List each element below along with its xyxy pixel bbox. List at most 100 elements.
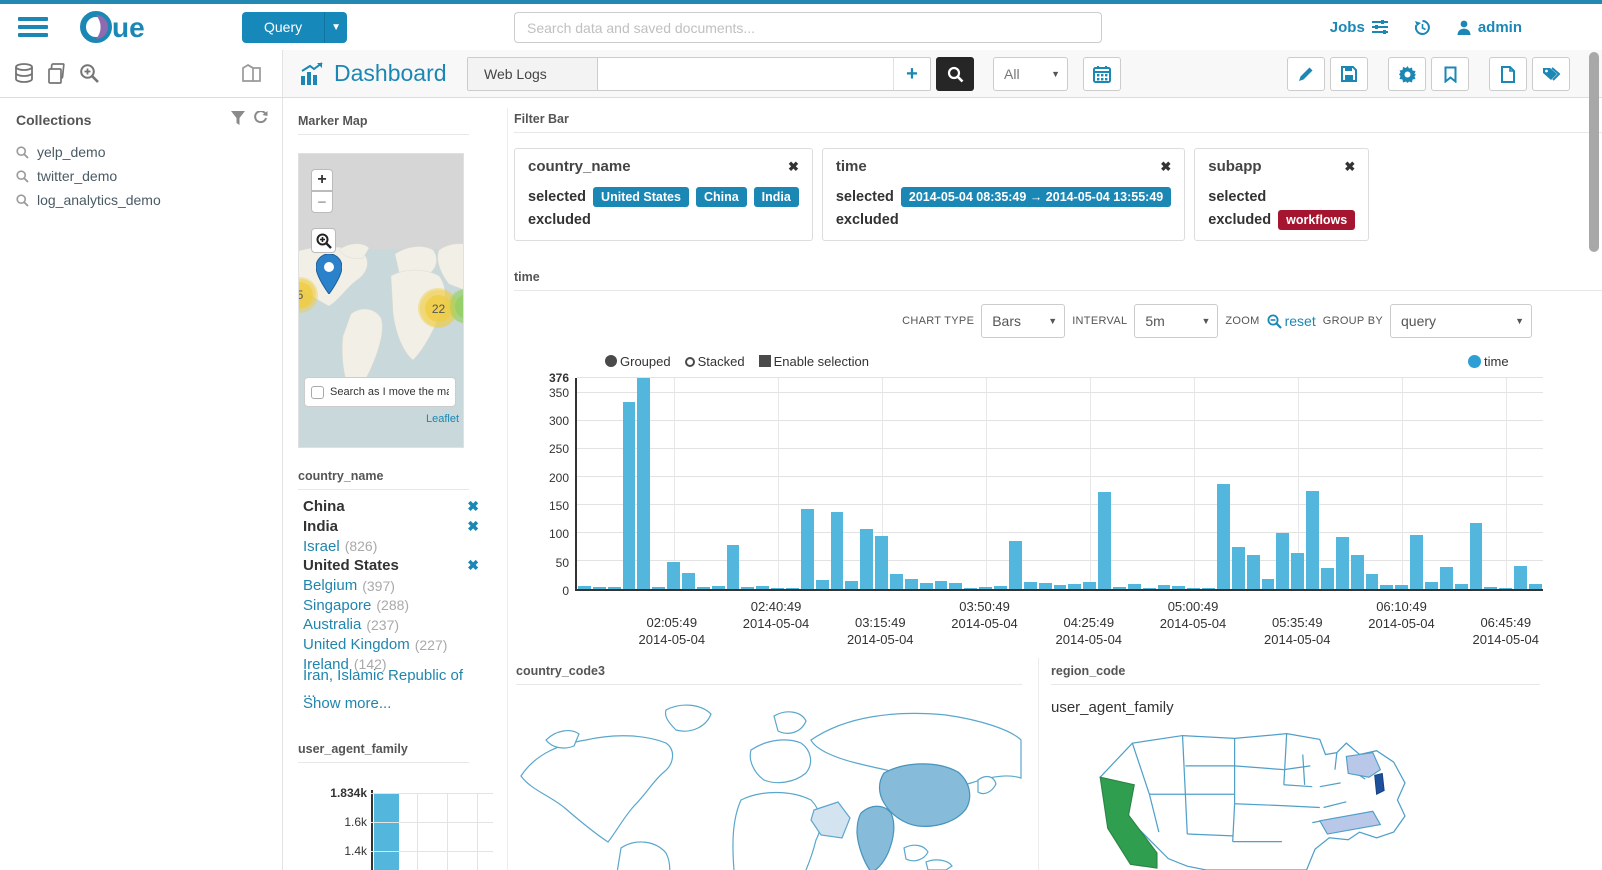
time-chart-bar[interactable]	[1068, 583, 1082, 589]
global-search-input[interactable]	[514, 12, 1102, 43]
time-chart-bar[interactable]	[622, 402, 636, 589]
close-icon[interactable]: ✖	[1160, 158, 1172, 174]
filter-badge[interactable]: India	[753, 186, 799, 207]
time-series-legend[interactable]: time	[1468, 354, 1509, 369]
history-button[interactable]	[1414, 19, 1431, 36]
time-chart-bar[interactable]	[1454, 583, 1468, 589]
time-chart-bar[interactable]	[1320, 568, 1334, 589]
search-as-move-checkbox[interactable]	[311, 385, 324, 399]
mini-chart-bar[interactable]	[374, 793, 399, 870]
query-caret-icon[interactable]: ▼	[324, 11, 348, 43]
new-document-button[interactable]	[1489, 57, 1527, 91]
remove-facet-icon[interactable]: ✖	[467, 518, 479, 535]
facet-link[interactable]: Israel	[303, 537, 340, 555]
filter-badge[interactable]: United States	[593, 186, 689, 207]
time-chart-bar[interactable]	[578, 585, 591, 589]
calendar-button[interactable]	[1083, 57, 1121, 91]
time-chart-bar[interactable]	[1424, 582, 1438, 589]
time-chart-bar[interactable]	[1216, 483, 1230, 589]
collection-item[interactable]: yelp_demo	[16, 140, 266, 164]
time-chart-bar[interactable]	[830, 512, 844, 589]
collection-item[interactable]: twitter_demo	[16, 164, 266, 188]
save-button[interactable]	[1330, 57, 1368, 91]
collections-icon[interactable]	[14, 62, 34, 85]
collection-item[interactable]: log_analytics_demo	[16, 188, 266, 212]
map-marker-pin[interactable]	[316, 254, 342, 294]
time-chart-bar[interactable]	[1365, 573, 1379, 589]
time-chart-bar[interactable]	[682, 573, 695, 589]
tags-button[interactable]	[1532, 57, 1570, 91]
time-chart-bar[interactable]	[994, 585, 1007, 589]
leaflet-attribution[interactable]: Leaflet	[425, 413, 459, 425]
filter-badge[interactable]: 2014-05-04 08:35:49 → 2014-05-04 13:55:4…	[900, 186, 1172, 207]
time-chart-bar[interactable]	[979, 587, 993, 589]
dashboard-search-button[interactable]	[936, 57, 974, 91]
facet-link[interactable]: Australia	[303, 616, 362, 634]
time-chart-bar[interactable]	[741, 587, 755, 589]
time-chart-bar[interactable]	[1127, 583, 1141, 589]
show-more-link[interactable]: Show more...	[303, 695, 392, 713]
time-chart-bar[interactable]	[1380, 584, 1394, 589]
zoom-in-icon[interactable]	[79, 63, 100, 84]
time-chart-bar[interactable]	[1038, 583, 1052, 589]
time-chart-bar[interactable]	[711, 585, 725, 589]
map-cluster[interactable]: 22	[425, 295, 452, 322]
close-icon[interactable]: ✖	[1344, 158, 1356, 174]
time-chart-bar[interactable]	[607, 587, 621, 589]
time-chart-bar[interactable]	[875, 536, 889, 589]
hue-logo[interactable]: ue	[80, 11, 176, 43]
time-chart-bar[interactable]	[815, 580, 829, 589]
enable-selection-checkbox[interactable]: Enable selection	[758, 354, 869, 369]
time-chart-bar[interactable]	[1529, 583, 1542, 589]
time-chart-bar[interactable]	[1053, 584, 1067, 589]
group-by-select[interactable]: query ▼	[1390, 304, 1532, 338]
time-chart-bar[interactable]	[1395, 585, 1409, 589]
facet-link[interactable]: Ireland	[303, 655, 349, 673]
chart-type-select[interactable]: Bars ▼	[981, 304, 1066, 338]
time-chart-bar[interactable]	[667, 562, 681, 589]
time-chart-bar[interactable]	[845, 581, 859, 589]
time-chart-bar[interactable]	[637, 378, 651, 589]
time-chart-bar[interactable]	[1083, 581, 1097, 589]
time-chart-bar[interactable]	[890, 574, 903, 589]
facet-link[interactable]: Belgium	[303, 577, 358, 595]
time-chart-bar[interactable]	[1410, 534, 1423, 589]
time-chart-bar[interactable]	[1484, 587, 1498, 589]
map-cluster[interactable]: 2	[455, 294, 463, 319]
time-chart-bar[interactable]	[1306, 491, 1319, 589]
time-chart-bar[interactable]	[696, 587, 710, 589]
settings-button[interactable]	[1388, 57, 1426, 91]
filter-funnel-icon[interactable]	[231, 111, 245, 125]
import-folder-icon[interactable]	[241, 63, 262, 84]
time-chart-bar[interactable]	[1291, 552, 1305, 589]
map-cluster[interactable]: 5	[299, 282, 313, 308]
time-chart-bar[interactable]	[1187, 587, 1201, 589]
collection-name-label[interactable]: Web Logs	[468, 58, 598, 90]
time-chart-bar[interactable]	[1008, 541, 1022, 589]
edit-button[interactable]	[1287, 57, 1325, 91]
time-chart-bar[interactable]	[652, 587, 666, 589]
add-facet-button[interactable]: +	[893, 58, 930, 90]
refresh-icon[interactable]	[253, 111, 268, 125]
time-chart-bar[interactable]	[592, 587, 606, 589]
time-chart-bar[interactable]	[964, 587, 978, 589]
time-chart-bar[interactable]	[860, 528, 874, 589]
time-chart-bar[interactable]	[1142, 587, 1156, 589]
time-chart-bar[interactable]	[934, 580, 948, 589]
query-button-label[interactable]: Query	[242, 11, 325, 43]
time-chart-bar[interactable]	[1335, 537, 1349, 589]
stacked-radio[interactable]: Stacked	[684, 354, 745, 369]
dashboard-title[interactable]: Dashboard	[300, 60, 447, 87]
close-icon[interactable]: ✖	[787, 158, 799, 174]
remove-facet-icon[interactable]: ✖	[467, 557, 479, 574]
time-chart-bar[interactable]	[1157, 585, 1171, 589]
facet-link[interactable]: Singapore	[303, 596, 372, 614]
time-chart-bar[interactable]	[756, 585, 770, 589]
time-chart-bar[interactable]	[1112, 586, 1126, 589]
map-zoom-out-button[interactable]: −	[311, 191, 333, 213]
time-chart-bar[interactable]	[1276, 533, 1290, 589]
time-chart-bar[interactable]	[800, 509, 814, 589]
time-chart-bar[interactable]	[1469, 522, 1483, 589]
dashboard-query-input[interactable]	[598, 58, 893, 90]
interval-select[interactable]: 5m ▼	[1134, 304, 1219, 338]
